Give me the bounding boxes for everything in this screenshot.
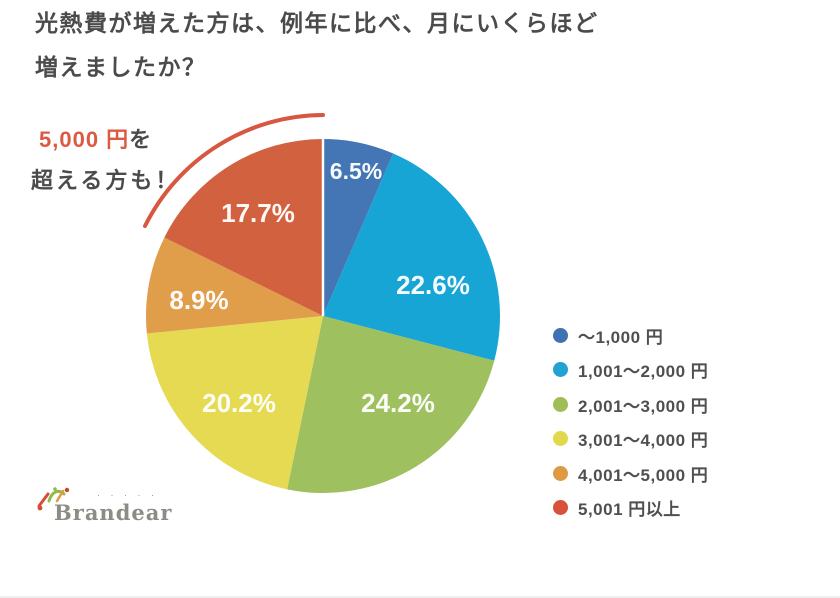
legend-dot-icon: [553, 431, 568, 446]
pie-slice-1: [323, 153, 500, 361]
pie-slice-5: [164, 139, 323, 316]
legend-dot-icon: [553, 362, 568, 377]
pie-value-label-3: 20.2%: [202, 388, 276, 418]
legend-label: 3,001～4,000 円: [578, 431, 709, 450]
pie-value-label-0: 6.5%: [330, 158, 382, 184]
legend-dot-icon: [553, 500, 568, 515]
pie-slice-4: [145, 237, 323, 334]
pie-value-label-5: 17.7%: [221, 198, 295, 228]
legend-item-0: ～1,000 円: [553, 324, 708, 347]
legend-item-1: 1,001～2,000 円: [553, 359, 708, 381]
legend-item-3: 3,001～4,000 円: [553, 428, 708, 450]
legend-label: ～1,000 円: [578, 327, 664, 347]
pie-value-label-4: 8.9%: [169, 285, 228, 315]
brandear-crown-icon: [37, 487, 70, 511]
pie-value-label-2: 24.2%: [361, 388, 435, 418]
legend-label: 2,001～3,000 円: [578, 396, 709, 416]
legend-item-4: 4,001～5,000 円: [553, 462, 709, 485]
legend-label: 5,001 円以上: [578, 500, 681, 519]
annotation-suffix: を: [129, 127, 153, 152]
chart-title-line1: 光熱費が増えた方は、例年に比べ、月にいくらほど: [35, 10, 599, 36]
legend-item-5: 5,001 円以上: [553, 497, 708, 519]
legend-label: 1,001～2,000 円: [578, 362, 709, 381]
pie-value-label-1: 22.6%: [396, 270, 470, 300]
legend: ～1,000 円 1,001～2,000 円 2,001～3,000 円 3,001～…: [553, 324, 708, 531]
accent-arc: [143, 113, 325, 228]
legend-dot-icon: [553, 465, 568, 481]
legend-dot-icon: [553, 396, 568, 412]
annotation-highlight: 5,000 円: [39, 127, 130, 152]
pie-slice-0: [323, 139, 394, 316]
legend-item-2: 2,001～3,000 円: [553, 393, 709, 416]
pie-slice-3: [146, 316, 323, 490]
logo-dots: · · · · ·: [97, 490, 158, 500]
brandear-logo: · · · · · Brandear: [33, 481, 183, 536]
legend-label: 4,001～5,000 円: [578, 465, 709, 485]
pie-slice-2: [287, 316, 495, 494]
chart-title: 光熱費が増えた方は、例年に比べ、月にいくらほど 増えましたか？: [35, 1, 599, 89]
legend-dot-icon: [553, 327, 568, 343]
chart-title-line2: 増えましたか？: [35, 54, 207, 80]
annotation-line1: 5,000 円を: [39, 122, 152, 154]
annotation-line2: 超える方も！: [31, 168, 181, 193]
logo-text: Brandear: [54, 500, 173, 525]
